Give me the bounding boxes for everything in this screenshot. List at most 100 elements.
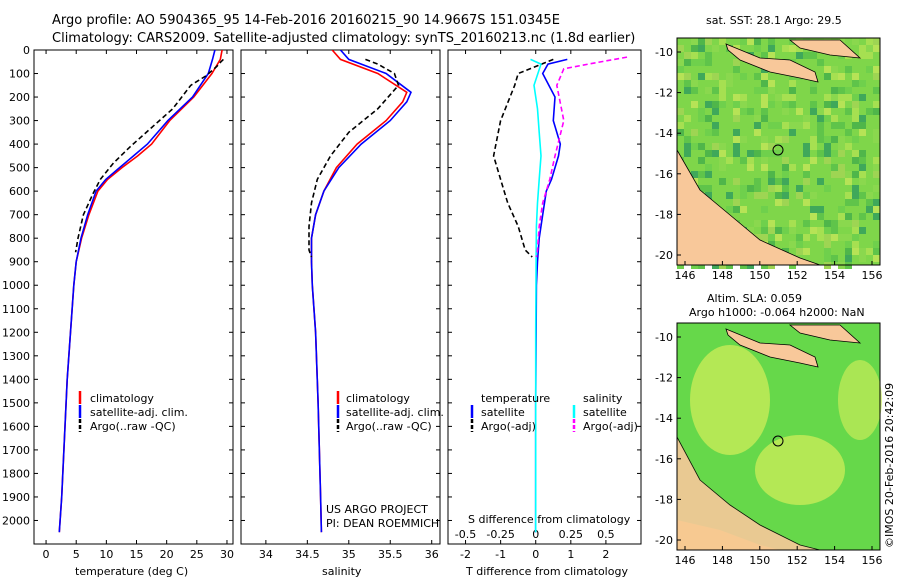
axes-group: 0 5 10 15 20 25 300100200300400500600700800900…: [2, 44, 641, 561]
sst-cell: [733, 115, 740, 122]
map-x-tick-label: 156: [862, 269, 883, 282]
sst-cell: [817, 178, 824, 185]
sst-cell: [803, 122, 810, 129]
sst-cell: [789, 241, 796, 248]
sst-cell: [859, 80, 866, 87]
sst-map-frame: [676, 37, 881, 266]
sst-cell: [852, 136, 859, 143]
sst-cell: [747, 38, 754, 45]
sst-cell: [691, 101, 698, 108]
sst-cell: [859, 178, 866, 185]
sst-cell: [782, 94, 789, 101]
sst-cell: [810, 136, 817, 143]
sst-cell: [712, 143, 719, 150]
sst-cell: [726, 73, 733, 80]
sst-cell: [768, 150, 775, 157]
sst-cell: [768, 185, 775, 192]
series-line-satellite-adj-clim-: [310, 50, 412, 533]
sst-cell: [789, 129, 796, 136]
sst-cell: [761, 227, 768, 234]
x-tick-label: 10: [99, 548, 113, 561]
sst-cell: [705, 73, 712, 80]
sst-cell: [782, 122, 789, 129]
sst-cell: [873, 87, 880, 94]
y-tick-label: 200: [9, 91, 30, 104]
panel-series: [58, 50, 224, 533]
sst-cell: [866, 248, 873, 255]
sst-cell: [838, 122, 845, 129]
legend-salinity: climatology satellite-adj. clim. Argo(..…: [336, 391, 444, 433]
sst-cell: [852, 108, 859, 115]
sst-cell: [838, 73, 845, 80]
argo-position-marker: [772, 435, 784, 447]
sst-cell: [845, 234, 852, 241]
x-tick-label-top: -0.5: [455, 528, 476, 541]
sst-cell: [803, 115, 810, 122]
sst-cell: [789, 87, 796, 94]
sst-cell: [831, 136, 838, 143]
sst-cell: [803, 192, 810, 199]
sst-cell: [775, 234, 782, 241]
sst-cell: [691, 171, 698, 178]
y-tick-label: 700: [9, 209, 30, 222]
series-line-climatology: [58, 50, 223, 533]
sst-cell: [740, 38, 747, 45]
legend-temperature: climatology satellite-adj. clim. Argo(..…: [78, 391, 188, 433]
sst-cell: [838, 213, 845, 220]
x-tick-label: 20: [160, 548, 174, 561]
sst-cell: [803, 52, 810, 59]
x-tick-label: 2: [602, 548, 609, 561]
sst-cell: [768, 45, 775, 52]
sst-cell: [768, 143, 775, 150]
sst-cell: [852, 38, 859, 45]
sst-cell: [817, 129, 824, 136]
sst-cell: [810, 157, 817, 164]
sst-cell: [712, 108, 719, 115]
sst-cell: [838, 101, 845, 108]
sst-cell: [733, 143, 740, 150]
sst-cell: [824, 101, 831, 108]
sst-cell: [824, 220, 831, 227]
sst-cell: [873, 164, 880, 171]
series-line-salinity-satellite: [530, 58, 542, 533]
salinity-axis-label: salinity: [322, 565, 362, 578]
sst-cell: [768, 178, 775, 185]
sst-cell: [824, 108, 831, 115]
x-tick-label: 0: [532, 548, 539, 561]
sst-cell: [810, 101, 817, 108]
sst-cell: [838, 206, 845, 213]
sst-cell: [859, 129, 866, 136]
map-y-tick-label: -16: [655, 168, 673, 181]
y-tick-label: 300: [9, 115, 30, 128]
sst-cell: [873, 185, 880, 192]
sst-cell: [845, 199, 852, 206]
sst-cell: [859, 157, 866, 164]
x-tick-label-top: 0.25: [559, 528, 584, 541]
sst-cell: [726, 206, 733, 213]
sst-cell: [698, 59, 705, 66]
sst-cell: [705, 185, 712, 192]
sst-cell: [859, 164, 866, 171]
sst-cell: [803, 199, 810, 206]
y-tick-label: 500: [9, 162, 30, 175]
legend-label-argo: Argo(..raw -QC): [90, 420, 176, 433]
sst-cell: [684, 73, 691, 80]
sst-cell: [852, 157, 859, 164]
sst-cell: [789, 220, 796, 227]
sst-cell: [838, 164, 845, 171]
y-tick-label: 1600: [2, 420, 30, 433]
sst-cell: [705, 101, 712, 108]
sst-cell: [719, 164, 726, 171]
x-tick-label: -1: [495, 548, 506, 561]
sst-cell: [684, 80, 691, 87]
sst-cell: [824, 94, 831, 101]
sst-cell: [677, 66, 684, 73]
sst-cell: [803, 164, 810, 171]
sst-cell: [684, 115, 691, 122]
sst-cell: [866, 45, 873, 52]
map-y-tick-label: -16: [655, 453, 673, 466]
sla-map: [676, 322, 882, 551]
sst-cell: [768, 234, 775, 241]
sst-cell: [831, 115, 838, 122]
